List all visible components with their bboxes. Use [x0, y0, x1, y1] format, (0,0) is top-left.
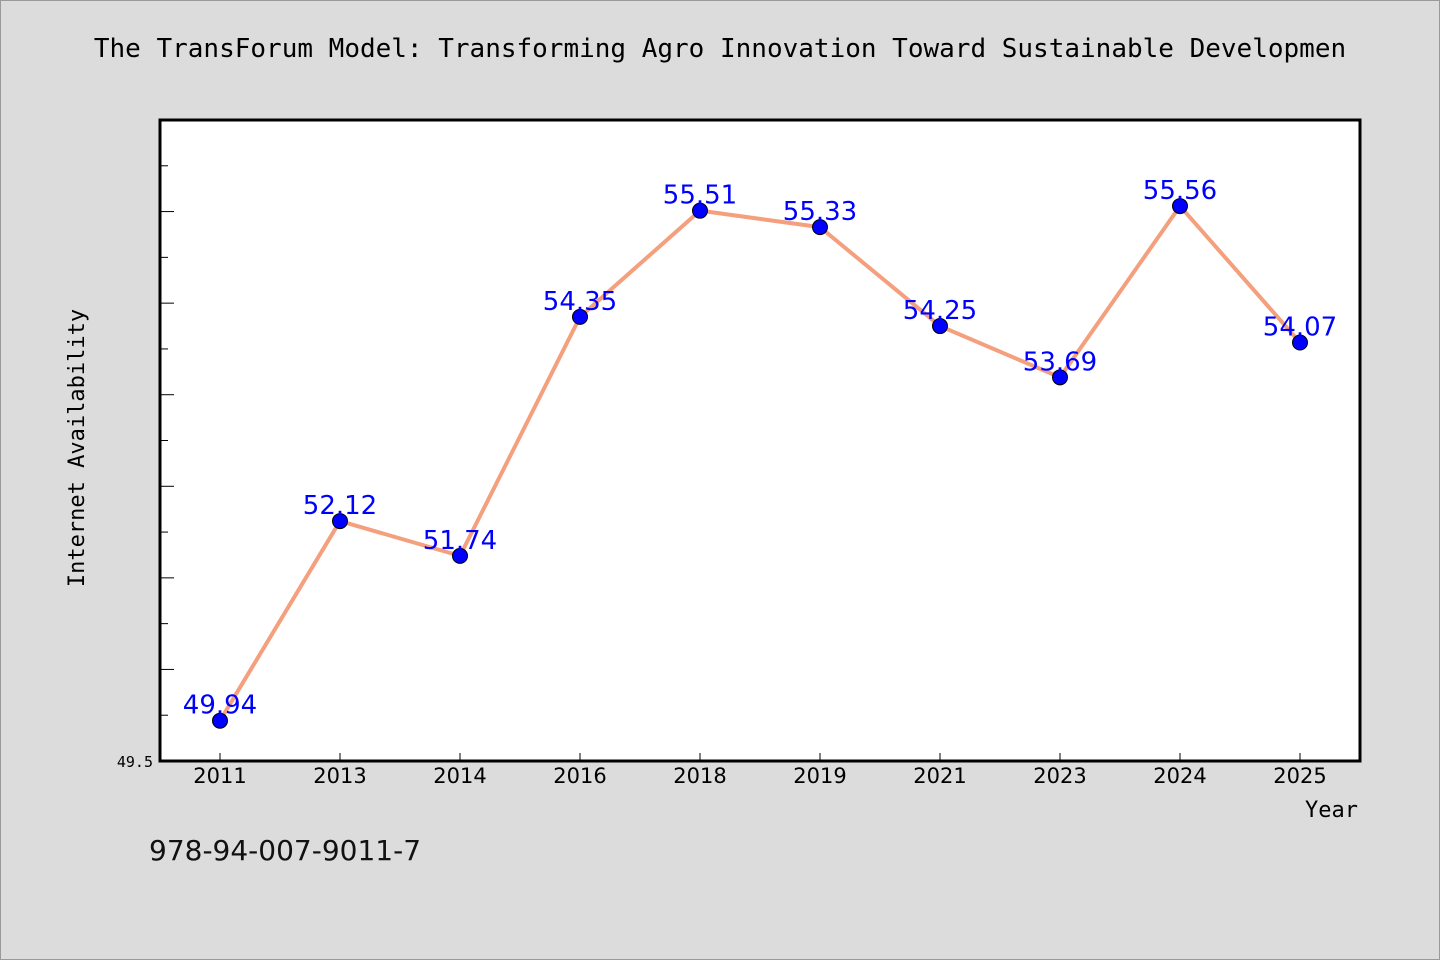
data-point-marker [1172, 198, 1188, 215]
x-tick-label: 2025 [1273, 764, 1326, 788]
y-axis-ticks [160, 165, 174, 716]
y-axis-label: Internet Availability [65, 309, 90, 587]
data-point-marker [932, 318, 948, 335]
data-label: 55.56 [1143, 176, 1217, 206]
data-label: 51.74 [423, 526, 497, 556]
data-label: 54.25 [903, 296, 977, 326]
chart-title: The TransForum Model: Transforming Agro … [93, 34, 1347, 64]
y-tick-label: 49.5 [117, 753, 153, 771]
data-labels: 49.94 52.12 51.74 54.35 55.51 55.33 54.25 53.69… [183, 176, 1337, 721]
plot-area [158, 118, 1362, 763]
data-label: 54.35 [543, 287, 617, 317]
x-tick-label: 2021 [913, 764, 966, 788]
x-tick-label: 2023 [1033, 764, 1086, 788]
series-line [218, 204, 1302, 723]
x-tick-label: 2014 [433, 764, 486, 788]
isbn-text: 978-94-007-9011-7 [149, 834, 422, 867]
x-tick-label: 2019 [793, 764, 846, 788]
series-markers [212, 198, 1308, 729]
series-line-path [218, 204, 1302, 723]
x-axis: 2011 2013 2014 2016 2018 2019 2021 2023 2024 2025 [193, 753, 1327, 788]
data-label: 52.12 [303, 491, 377, 521]
data-point-marker [1052, 369, 1068, 386]
data-point-marker [452, 547, 468, 564]
data-point-marker [212, 712, 228, 729]
data-point-marker [572, 308, 588, 325]
x-axis-label: Year [1305, 798, 1358, 823]
x-tick-label: 2024 [1153, 764, 1206, 788]
x-tick-label: 2013 [313, 764, 366, 788]
data-label: 54.07 [1263, 313, 1337, 343]
data-label: 49.94 [183, 691, 257, 721]
data-label: 55.33 [783, 197, 857, 227]
x-tick-label: 2018 [673, 764, 726, 788]
data-label: 55.51 [663, 181, 737, 211]
data-point-marker [332, 513, 348, 530]
data-point-marker [692, 202, 708, 219]
x-tick-label: 2016 [553, 764, 606, 788]
data-point-marker [812, 219, 828, 236]
x-tick-label: 2011 [193, 764, 246, 788]
data-label: 53.69 [1023, 347, 1097, 377]
data-point-marker [1292, 334, 1308, 351]
